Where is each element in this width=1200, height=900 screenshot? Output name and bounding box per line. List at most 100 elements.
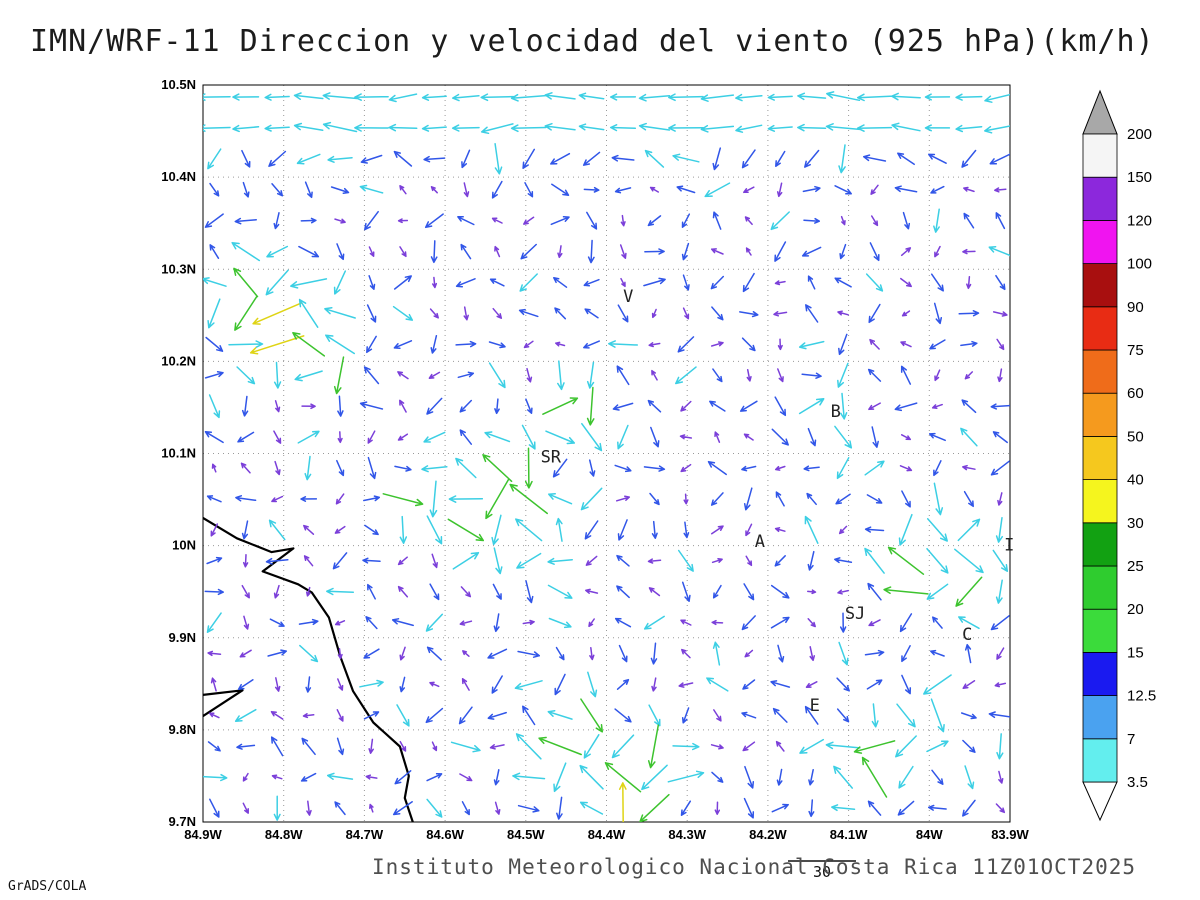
- x-tick-label: 84.9W: [184, 827, 222, 842]
- wind-arrow: [743, 487, 753, 511]
- wind-arrow: [774, 396, 787, 417]
- wind-arrow: [964, 643, 972, 664]
- wind-arrow: [901, 310, 911, 317]
- wind-arrow: [586, 361, 595, 389]
- wind-arrow: [668, 124, 704, 132]
- wind-arrow: [324, 306, 356, 319]
- wind-arrow: [234, 217, 257, 225]
- wind-arrow: [743, 797, 755, 819]
- wind-arrow: [585, 555, 598, 566]
- wind-arrow: [397, 371, 409, 380]
- wind-arrow: [365, 616, 378, 630]
- colorbar-label: 7: [1127, 731, 1135, 748]
- wind-arrow: [966, 275, 972, 290]
- wind-arrow: [451, 93, 480, 102]
- wind-arrow: [207, 741, 221, 752]
- wind-arrow: [455, 340, 477, 348]
- wind-arrow: [704, 182, 731, 198]
- wind-arrow: [988, 711, 1010, 719]
- wind-arrow: [712, 211, 722, 230]
- wind-arrow: [804, 515, 819, 544]
- wind-arrow: [932, 616, 943, 629]
- wind-arrow: [492, 307, 503, 319]
- wind-arrow: [771, 428, 789, 446]
- wind-arrow: [806, 492, 817, 506]
- wind-arrow: [207, 298, 221, 329]
- wind-arrow: [459, 620, 473, 626]
- wind-arrow: [237, 431, 255, 443]
- wind-arrow: [964, 371, 974, 380]
- wind-arrow: [931, 769, 944, 785]
- wind-arrow: [337, 431, 343, 444]
- colorbar-segment: [1082, 695, 1118, 740]
- wind-arrow: [739, 311, 759, 318]
- wind-arrow: [459, 399, 473, 413]
- wind-arrow: [867, 800, 882, 816]
- wind-arrow: [899, 465, 913, 472]
- colorbar-segment: [1082, 565, 1118, 610]
- colorbar-label: 200: [1127, 126, 1152, 143]
- wind-arrow: [774, 465, 786, 471]
- wind-arrow: [963, 212, 975, 229]
- wind-arrow: [616, 365, 630, 386]
- wind-arrow: [797, 123, 827, 132]
- wind-arrow: [710, 492, 724, 506]
- wind-arrow: [774, 555, 786, 567]
- wind-arrow: [808, 768, 814, 786]
- wind-arrow: [989, 153, 1010, 165]
- wind-arrow: [678, 682, 694, 688]
- wind-arrow: [996, 733, 1004, 760]
- wind-arrow: [675, 366, 697, 385]
- wind-arrow: [777, 368, 784, 383]
- wind-arrow: [447, 518, 485, 542]
- wind-arrow: [928, 153, 947, 164]
- wind-arrow: [776, 768, 783, 786]
- wind-arrow: [894, 185, 918, 193]
- wind-arrow: [326, 587, 355, 596]
- wind-arrow: [681, 213, 691, 228]
- wind-arrow: [460, 243, 472, 260]
- wind-arrow: [901, 645, 911, 663]
- wind-arrow: [899, 613, 913, 633]
- wind-arrow: [805, 681, 818, 688]
- wind-arrow: [236, 366, 256, 385]
- wind-arrow: [648, 587, 661, 597]
- wind-arrow: [336, 709, 344, 722]
- wind-arrow: [544, 122, 576, 131]
- wind-arrow: [614, 187, 632, 194]
- wind-arrow: [651, 520, 658, 539]
- wind-arrow: [641, 764, 668, 791]
- y-tick-label: 10.1N: [161, 446, 196, 461]
- wind-arrow: [425, 707, 444, 724]
- wind-arrow: [516, 552, 542, 569]
- wind-arrow: [802, 185, 821, 193]
- wind-arrow: [710, 744, 724, 750]
- wind-arrow: [643, 615, 665, 630]
- wind-arrow: [924, 93, 951, 101]
- wind-arrow: [988, 245, 1010, 257]
- wind-arrow: [589, 646, 595, 661]
- colorbar-label: 120: [1127, 212, 1152, 229]
- wind-arrow: [615, 495, 631, 502]
- station-label: SJ: [845, 604, 865, 624]
- wind-arrow: [424, 213, 444, 229]
- wind-arrow: [203, 93, 231, 101]
- wind-arrow: [457, 216, 475, 226]
- wind-arrow: [891, 92, 921, 101]
- wind-arrow: [399, 646, 406, 661]
- wind-arrow: [647, 215, 662, 227]
- wind-arrow: [399, 246, 407, 258]
- wind-arrow: [492, 583, 502, 600]
- wind-arrow: [242, 772, 249, 782]
- wind-arrow: [393, 340, 413, 350]
- x-tick-label: 84.1W: [830, 827, 868, 842]
- wind-arrow: [297, 430, 320, 444]
- wind-arrow: [808, 799, 815, 818]
- wind-arrow: [322, 121, 358, 133]
- wind-arrow: [995, 212, 1006, 230]
- wind-arrow: [744, 765, 755, 789]
- station-label: SR: [541, 447, 562, 467]
- wind-arrow: [463, 182, 470, 198]
- wind-arrow: [926, 583, 949, 600]
- wind-arrow: [301, 403, 316, 410]
